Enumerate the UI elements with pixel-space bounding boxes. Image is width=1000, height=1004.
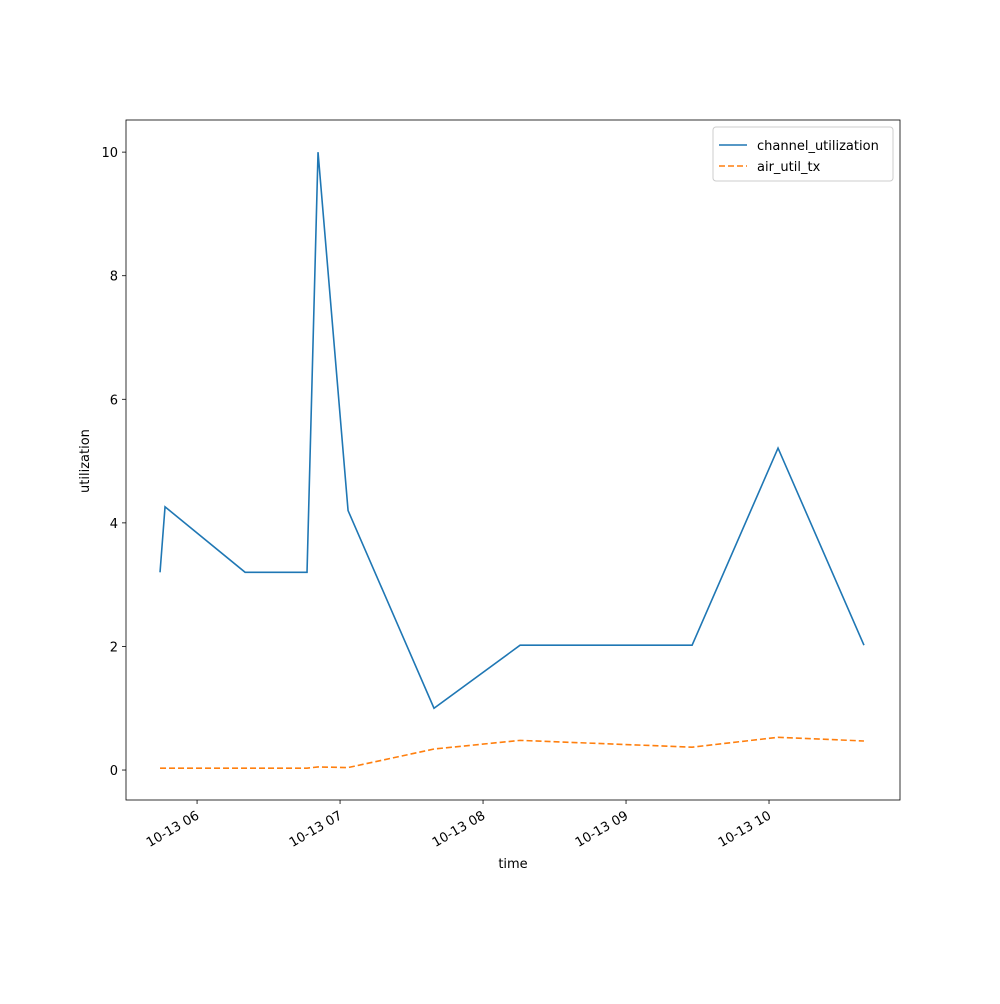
x-tick-label: 10-13 08 [430,808,488,850]
legend-label: air_util_tx [757,160,821,175]
y-tick-label: 4 [110,517,118,532]
y-axis-label: utilization [78,429,93,493]
x-tick-label: 10-13 09 [573,808,631,850]
plot-frame [125,119,901,801]
legend-label: channel_utilization [757,139,879,154]
x-tick-label: 10-13 10 [716,808,774,850]
y-tick-label: 10 [101,146,118,161]
legend-box [712,126,894,182]
y-tick-label: 2 [110,640,118,655]
x-tick-label: 10-13 07 [287,808,345,850]
y-tick-label: 6 [110,393,118,408]
x-axis-label: time [498,857,527,872]
y-tick-label: 0 [110,764,118,779]
x-tick-label: 10-13 06 [144,808,202,850]
data-line [159,152,865,710]
y-tick-label: 8 [110,270,118,285]
data-line [160,736,865,769]
